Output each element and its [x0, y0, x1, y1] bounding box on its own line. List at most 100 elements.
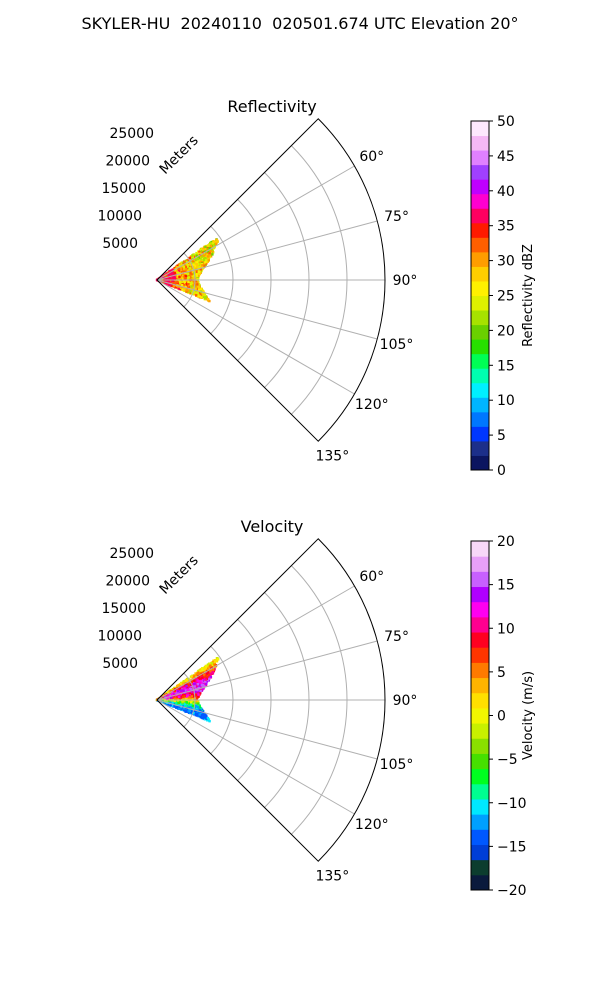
- echo-pixel: [185, 260, 188, 264]
- echo-pixel: [191, 254, 194, 257]
- echo-pixel: [198, 675, 202, 678]
- echo-pixel: [181, 273, 185, 276]
- echo-pixel: [208, 247, 211, 250]
- echo-pixel: [199, 266, 202, 269]
- echo-pixel: [199, 257, 202, 261]
- echo-pixel: [178, 264, 182, 267]
- echo-pixel: [171, 276, 174, 279]
- echo-pixel: [196, 283, 199, 286]
- echo-pixel: [194, 281, 197, 284]
- sector-frame: [156, 118, 386, 442]
- echo-pixel: [209, 673, 212, 676]
- echo-pixel: [196, 281, 199, 284]
- echo-pixel: [190, 704, 193, 708]
- echo-pixel: [216, 240, 219, 243]
- echo-pixel: [205, 665, 208, 668]
- echo-pixel: [179, 281, 182, 284]
- colorbar-swatch: [471, 280, 489, 296]
- azimuth-tick-label: 75°: [384, 209, 409, 225]
- echo-pixel: [169, 270, 172, 273]
- echo-pixel: [169, 284, 172, 287]
- echo-pixel: [202, 248, 205, 251]
- echo-pixel: [197, 274, 200, 277]
- echo-pixel: [184, 285, 187, 289]
- figure-title: SKYLER-HU 20240110 020501.674 UTC Elevat…: [81, 14, 519, 33]
- echo-pixel: [189, 290, 192, 293]
- echo-pixel: [199, 679, 202, 683]
- echo-pixel: [172, 272, 175, 275]
- echo-pixel: [197, 263, 200, 266]
- echo-pixel: [204, 255, 207, 258]
- colorbar-swatch: [471, 164, 489, 180]
- echo-pixel: [178, 285, 181, 288]
- echo-pixel: [187, 280, 190, 284]
- echo-pixel: [210, 668, 213, 671]
- azimuth-gridline: [156, 220, 378, 281]
- echo-pixel: [181, 276, 184, 279]
- echo-pixel: [174, 275, 177, 278]
- echo-pixel: [174, 285, 177, 289]
- echo-pixel: [190, 707, 193, 710]
- range-tick-label: 10000: [97, 209, 142, 225]
- echo-pixel: [178, 283, 182, 286]
- echo-pixel: [173, 276, 176, 280]
- echo-pixel: [180, 269, 183, 272]
- echo-pixel: [212, 662, 216, 666]
- colorbar-tick-label: 20: [497, 323, 515, 339]
- echo-pixel: [204, 263, 207, 266]
- echo-field: [155, 238, 219, 303]
- echo-pixel: [209, 249, 212, 253]
- echo-pixel: [196, 259, 200, 263]
- echo-pixel: [167, 279, 170, 283]
- echo-pixel: [182, 265, 186, 269]
- echo-pixel: [208, 299, 211, 303]
- echo-pixel: [211, 672, 215, 675]
- echo-pixel: [186, 708, 189, 711]
- echo-pixel: [204, 682, 208, 686]
- colorbar-tick-label: 35: [497, 219, 515, 235]
- echo-pixel: [185, 679, 188, 682]
- echo-pixel: [206, 259, 209, 262]
- echo-pixel: [213, 660, 216, 664]
- echo-pixel: [175, 266, 179, 269]
- colorbar-swatch: [471, 397, 489, 413]
- echo-field: [155, 657, 220, 723]
- colorbar-tick-label: 5: [497, 428, 506, 444]
- echo-pixel: [202, 258, 206, 262]
- echo-pixel: [166, 277, 169, 281]
- echo-pixel: [187, 283, 190, 286]
- echo-pixel: [212, 660, 215, 664]
- echo-pixel: [191, 282, 194, 286]
- echo-pixel: [205, 714, 208, 717]
- echo-pixel: [190, 291, 194, 294]
- colorbar-swatch: [471, 324, 489, 340]
- colorbar-swatch: [471, 135, 489, 151]
- echo-pixel: [177, 272, 180, 275]
- echo-pixel: [164, 281, 167, 285]
- echo-pixel: [165, 275, 168, 278]
- echo-pixel: [194, 278, 198, 281]
- colorbar-swatch: [471, 310, 489, 326]
- echo-pixel: [209, 242, 212, 245]
- echo-pixel: [167, 272, 171, 275]
- echo-pixel: [185, 289, 189, 292]
- echo-pixel: [188, 281, 191, 285]
- colorbar-swatch: [471, 353, 489, 369]
- echo-pixel: [195, 263, 198, 266]
- colorbar-swatch: [471, 222, 489, 238]
- echo-pixel: [183, 280, 187, 283]
- echo-pixel: [199, 293, 202, 297]
- echo-pixel: [208, 251, 211, 255]
- echo-pixel: [199, 270, 203, 273]
- echo-pixel: [197, 677, 200, 680]
- echo-pixel: [214, 659, 217, 662]
- echo-pixel: [197, 286, 201, 289]
- echo-pixel: [179, 266, 183, 269]
- echo-pixel: [195, 272, 198, 276]
- echo-pixel: [193, 291, 196, 294]
- echo-pixel: [186, 272, 190, 276]
- echo-pixel: [189, 271, 192, 274]
- echo-pixel: [211, 670, 215, 674]
- echo-pixel: [200, 296, 203, 299]
